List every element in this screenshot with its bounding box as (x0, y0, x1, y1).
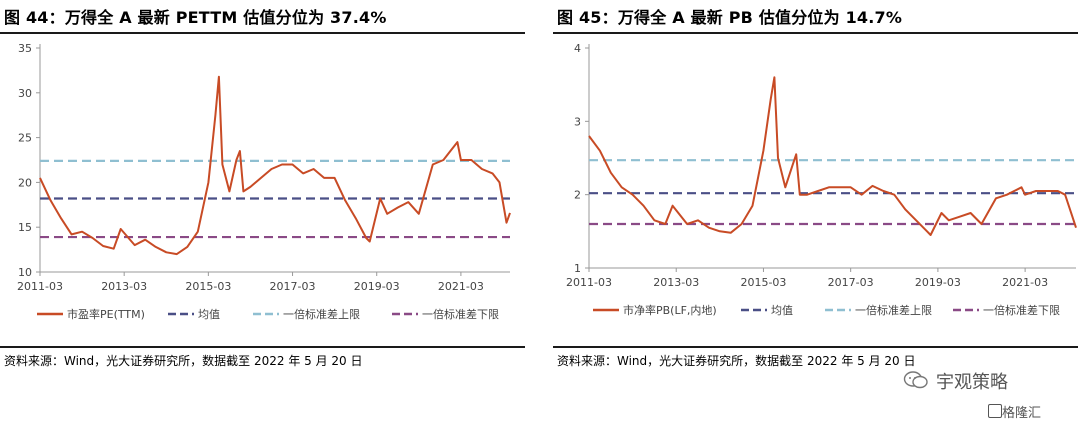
x-tick-label: 2021-03 (438, 280, 484, 293)
source-rule (553, 346, 1078, 348)
legend-label: 市盈率PE(TTM) (67, 307, 145, 321)
figure-title: 图 44：万得全 A 最新 PETTM 估值分位为 37.4% (4, 8, 387, 27)
legend-label: 一倍标准差上限 (283, 307, 360, 321)
title-rule (0, 32, 525, 34)
y-tick-label: 2 (574, 189, 581, 202)
x-tick-label: 2017-03 (270, 280, 316, 293)
pb-line-chart: 1 2 3 4 2011-03 2013-03 2015-03 2017-03 2019-03 2… (566, 42, 1077, 317)
legend-label: 均值 (771, 304, 793, 317)
chart-panel-pb: 图 45：万得全 A 最新 PB 估值分位为 14.7% 1 2 3 4 2011-03… (553, 0, 1078, 372)
pe-line-chart: 10 15 20 25 30 35 2011-03 2013-03 2015-03 2017-03… (17, 42, 511, 321)
x-tick-label: 2019-03 (915, 276, 961, 289)
chart-panel-pe: 图 44：万得全 A 最新 PETTM 估值分位为 37.4% 10 15 20 25… (0, 0, 525, 372)
x-tick-label: 2019-03 (354, 280, 400, 293)
source-note: 资料来源：Wind，光大证券研究所，数据截至 2022 年 5 月 20 日 (4, 354, 363, 368)
title-rule (553, 32, 1078, 34)
legend-label: 一倍标准差下限 (422, 307, 499, 321)
legend-label: 一倍标准差上限 (855, 303, 932, 317)
y-tick-label: 20 (18, 176, 32, 189)
x-tick-label: 2011-03 (566, 276, 612, 289)
x-tick-label: 2021-03 (1002, 276, 1048, 289)
y-tick-label: 3 (574, 115, 581, 128)
series-line (588, 76, 1077, 236)
source-rule (0, 346, 525, 348)
series-line (39, 75, 511, 256)
y-tick-label: 1 (574, 262, 581, 275)
y-tick-label: 30 (18, 87, 32, 100)
x-tick-label: 2013-03 (653, 276, 699, 289)
legend-label: 均值 (198, 308, 220, 321)
x-tick-label: 2015-03 (740, 276, 786, 289)
y-tick-label: 4 (574, 42, 581, 55)
x-tick-label: 2013-03 (101, 280, 147, 293)
x-tick-label: 2011-03 (17, 280, 63, 293)
source-note: 资料来源：Wind，光大证券研究所，数据截至 2022 年 5 月 20 日 (557, 354, 916, 368)
x-tick-label: 2017-03 (828, 276, 874, 289)
legend-label: 市净率PB(LF,内地) (623, 303, 717, 317)
y-tick-label: 35 (18, 42, 32, 55)
figure-title: 图 45：万得全 A 最新 PB 估值分位为 14.7% (557, 8, 903, 27)
watermark-text: 宇观策略 (936, 372, 1008, 393)
y-tick-label: 10 (18, 266, 32, 279)
y-tick-label: 25 (18, 132, 32, 145)
brand-logo-icon (988, 404, 1002, 418)
brand-text: 格隆汇 (1002, 406, 1042, 421)
legend-label: 一倍标准差下限 (983, 303, 1060, 317)
x-tick-label: 2015-03 (185, 280, 231, 293)
y-tick-label: 15 (18, 221, 32, 234)
wechat-icon (903, 371, 928, 389)
